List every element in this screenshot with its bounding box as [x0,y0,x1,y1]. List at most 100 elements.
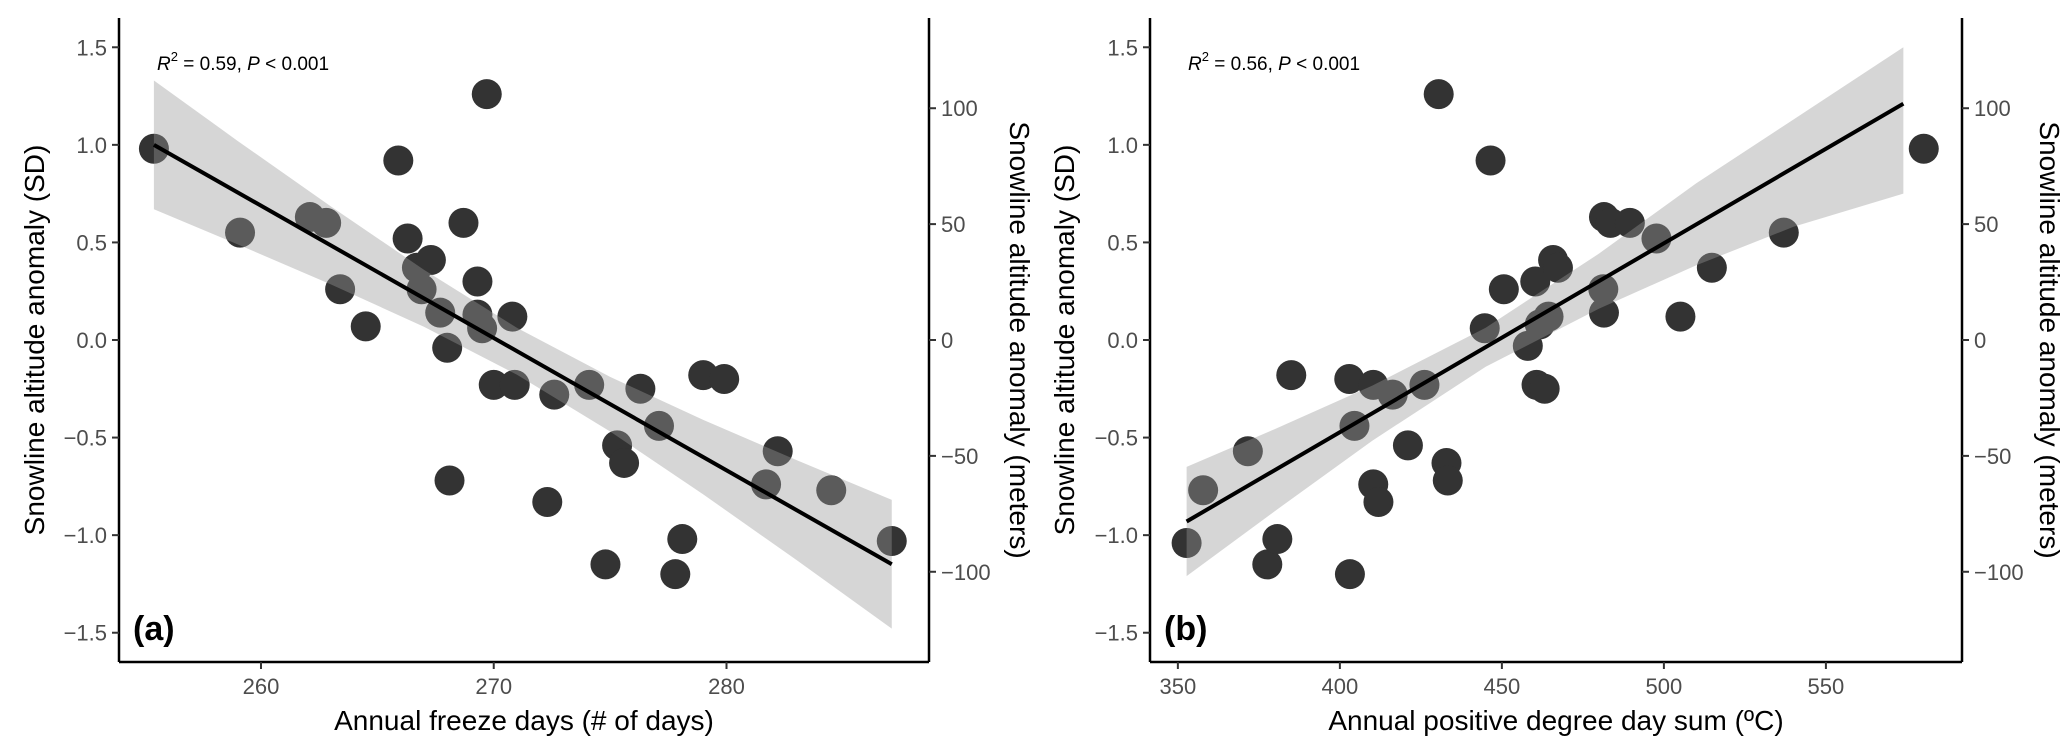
y-right-tick-label: 0 [1974,328,1986,353]
data-point [1232,436,1263,467]
r2-value: = 0.56, [1209,54,1278,75]
data-point [1475,145,1506,176]
y-right-tick-label: −50 [1974,444,2011,469]
data-point [1768,217,1799,248]
data-point [1520,266,1551,297]
panel-label: (a) [133,610,175,648]
data-point [1588,297,1619,328]
data-point [816,475,847,506]
data-point [478,369,509,400]
data-point [1533,301,1564,332]
p-value: < 0.001 [1291,54,1360,75]
y-axis-title-right: Snowline altitude anomaly (meters) [2034,121,2065,558]
y-tick-label: 0.5 [76,230,107,255]
data-point [1377,379,1408,410]
data-point [415,244,446,275]
y-right-tick-label: −50 [941,444,978,469]
data-point [1334,559,1365,590]
x-tick-label: 270 [475,674,512,699]
x-tick-label: 260 [243,674,280,699]
data-point [1665,301,1696,332]
panel-a: −1.5 −1.0 −0.5 0.0 0.5 1.0 1.5 −100 −50 0 50 100 260… [19,18,1035,736]
data-point [709,364,740,395]
data-point [751,469,782,500]
y-tick-label: −1.5 [1095,621,1138,646]
data-point [448,207,479,238]
r2-symbol: R [1188,54,1202,75]
data-point [539,379,570,410]
data-point [499,369,530,400]
data-point [497,301,528,332]
data-point [762,436,793,467]
data-point [1908,133,1939,164]
data-point [660,559,691,590]
x-tick-label: 400 [1322,674,1359,699]
y-right-tick-label: −100 [1974,560,2024,585]
data-point [325,274,356,305]
y-axis-title: Snowline altitude anomaly (SD) [1049,145,1080,536]
data-point [1262,524,1293,555]
data-point [532,486,563,517]
data-point [609,447,640,478]
y-tick-label: 0.0 [1107,328,1138,353]
data-point [406,274,437,305]
r2-symbol: R [157,54,171,75]
data-point [1188,475,1219,506]
y-tick-label: 1.5 [76,35,107,60]
data-point [574,369,605,400]
data-point [1469,313,1500,344]
data-point [350,311,381,342]
data-point [1529,373,1560,404]
data-point [1542,252,1573,283]
data-point [392,223,423,254]
x-tick-label: 450 [1484,674,1521,699]
data-point [1392,430,1423,461]
y-tick-label: 0.5 [1107,230,1138,255]
data-point [138,133,169,164]
data-point [432,332,463,363]
data-point [1252,549,1283,580]
p-symbol: P [1278,54,1291,75]
y-tick-label: −0.5 [1095,426,1138,451]
y-axis-title: Snowline altitude anomaly (SD) [19,145,50,536]
y-tick-label: −1.5 [64,621,107,646]
panel-label: (b) [1164,610,1207,648]
x-tick-label: 350 [1160,674,1197,699]
data-point [667,524,698,555]
y-tick-label: −0.5 [64,426,107,451]
data-point [383,145,414,176]
data-point [311,207,342,238]
y-right-tick-label: 0 [941,328,953,353]
x-tick-label: 280 [708,674,745,699]
y-tick-label: −1.0 [1095,523,1138,548]
data-points [138,79,907,590]
stats-annotation: R2 = 0.56, P < 0.001 [1188,49,1360,75]
y-right-tick-label: −100 [941,560,991,585]
y-tick-label: 1.5 [1107,35,1138,60]
data-point [462,266,493,297]
data-point [625,373,656,404]
data-point [1171,527,1202,558]
y-right-tick-label: 100 [941,96,978,121]
x-tick-label: 550 [1808,674,1845,699]
data-point [1696,252,1727,283]
data-point [1276,360,1307,391]
x-axis-title: Annual freeze days (# of days) [334,705,714,736]
y-tick-label: 0.0 [76,328,107,353]
x-tick-label: 500 [1646,674,1683,699]
stats-annotation: R2 = 0.59, P < 0.001 [157,49,329,75]
y-right-tick-label: 50 [941,212,965,237]
y-right-tick-label: 50 [1974,212,1998,237]
data-point [644,410,674,441]
data-point [1363,486,1394,517]
r2-value: = 0.59, [178,54,247,75]
data-points [1171,79,1939,590]
panel-b: −1.5 −1.0 −0.5 0.0 0.5 1.0 1.5 −100 −50 0 50 100 350… [1049,18,2065,736]
y-tick-label: 1.0 [1107,133,1138,158]
regression-line [1185,101,1905,524]
y-tick-label: 1.0 [76,133,107,158]
data-point [434,465,465,496]
data-point [876,526,907,557]
